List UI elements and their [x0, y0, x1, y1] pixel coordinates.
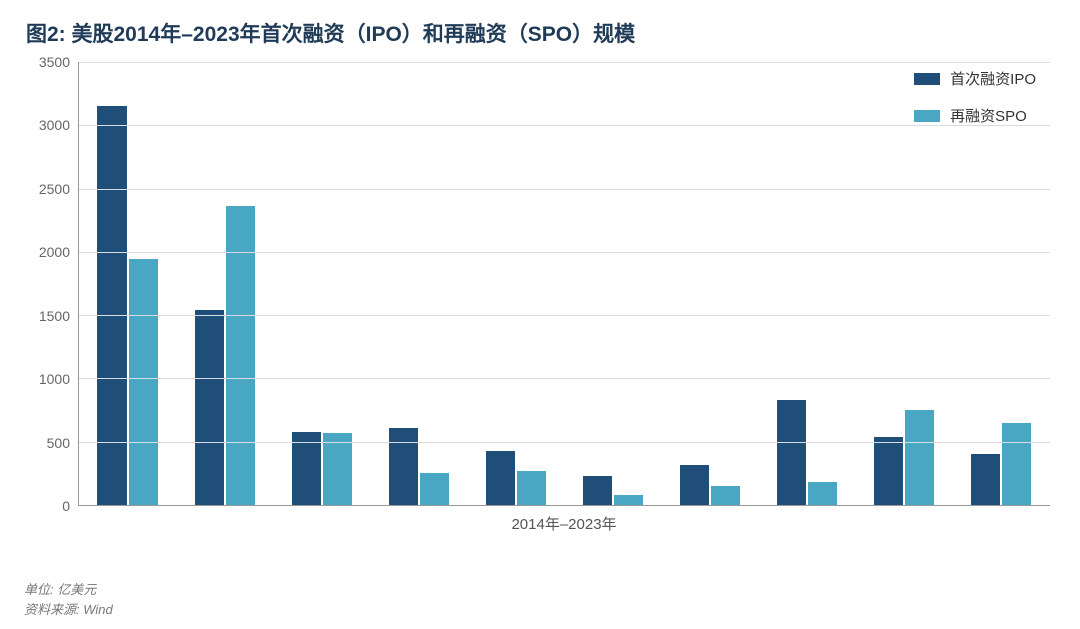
y-tick-label: 3000: [39, 117, 70, 133]
bar-spo: [1002, 423, 1031, 505]
source-label: 资料来源: Wind: [24, 600, 113, 620]
unit-label: 单位: 亿美元: [24, 580, 113, 600]
gridline: [79, 125, 1050, 126]
bar-group: [370, 62, 467, 505]
bar-groups: [79, 62, 1050, 505]
x-axis-caption: 2014年–2023年: [78, 513, 1050, 534]
gridline: [79, 378, 1050, 379]
bar-group: [856, 62, 953, 505]
chart-title: 图2: 美股2014年–2023年首次融资（IPO）和再融资（SPO）规模: [26, 18, 1056, 48]
chart-footer: 单位: 亿美元 资料来源: Wind: [24, 580, 113, 619]
bar-group: [662, 62, 759, 505]
bar-ipo: [971, 454, 1000, 505]
bar-spo: [129, 259, 158, 505]
bar-group: [953, 62, 1050, 505]
gridline: [79, 189, 1050, 190]
bar-ipo: [486, 451, 515, 505]
bar-group: [467, 62, 564, 505]
bar-group: [79, 62, 176, 505]
chart-area: 0500100015002000250030003500 首次融资IPO再融资S…: [24, 62, 1056, 542]
y-tick-label: 2000: [39, 244, 70, 260]
bar-group: [759, 62, 856, 505]
bar-group: [564, 62, 661, 505]
figure-container: 图2: 美股2014年–2023年首次融资（IPO）和再融资（SPO）规模 0 5…: [0, 0, 1080, 629]
y-tick-label: 1000: [39, 371, 70, 387]
y-tick-label: 3500: [39, 54, 70, 70]
bar-group: [176, 62, 273, 505]
bar-spo: [614, 495, 643, 505]
gridline: [79, 252, 1050, 253]
gridline: [79, 442, 1050, 443]
y-tick-label: 2500: [39, 181, 70, 197]
bar-ipo: [680, 465, 709, 506]
bar-ipo: [874, 437, 903, 505]
bar-spo: [420, 473, 449, 505]
y-tick-label: 1500: [39, 308, 70, 324]
bar-ipo: [777, 400, 806, 505]
bar-group: [273, 62, 370, 505]
y-tick-label: 500: [47, 435, 70, 451]
gridline: [79, 62, 1050, 63]
bar-spo: [711, 486, 740, 505]
bar-spo: [517, 471, 546, 505]
bar-spo: [323, 433, 352, 505]
bar-ipo: [97, 106, 126, 505]
bar-spo: [808, 482, 837, 505]
bar-ipo: [389, 428, 418, 505]
plot-area: 首次融资IPO再融资SPO: [78, 62, 1050, 506]
gridline: [79, 315, 1050, 316]
bar-ipo: [583, 476, 612, 505]
bar-spo: [905, 410, 934, 505]
y-axis: 0500100015002000250030003500: [24, 62, 78, 506]
bar-ipo: [195, 310, 224, 505]
y-tick-label: 0: [62, 498, 70, 514]
